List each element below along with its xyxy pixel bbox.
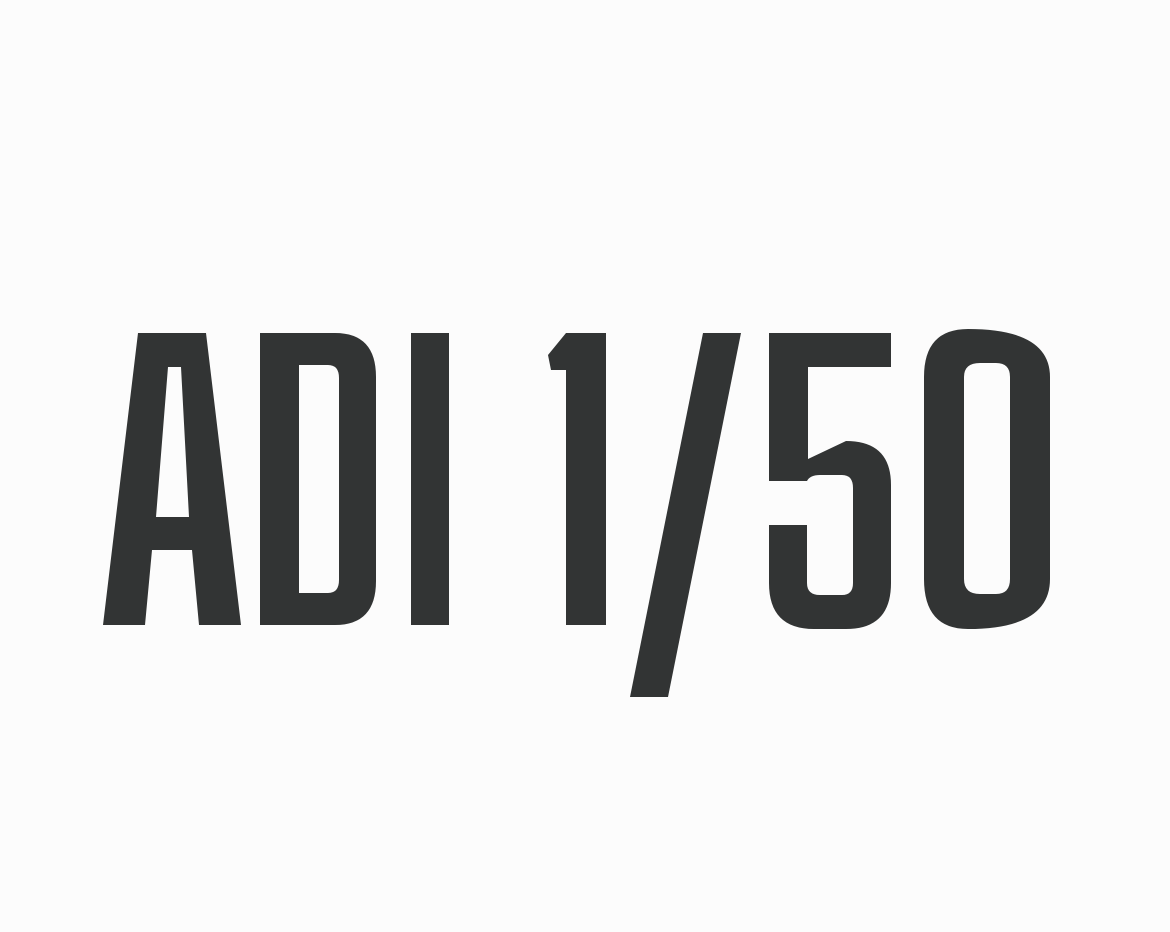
glyph-i: [411, 333, 449, 625]
glyph-five: [769, 333, 891, 629]
headline-glyphs: [103, 329, 1050, 697]
glyph-zero: [924, 329, 1050, 629]
glyph-slash: [630, 333, 741, 697]
glyph-one: [548, 333, 606, 625]
headline-text: ADI 1/50: [100, 325, 1060, 705]
glyph-d: [260, 333, 376, 625]
glyph-a: [103, 333, 241, 625]
